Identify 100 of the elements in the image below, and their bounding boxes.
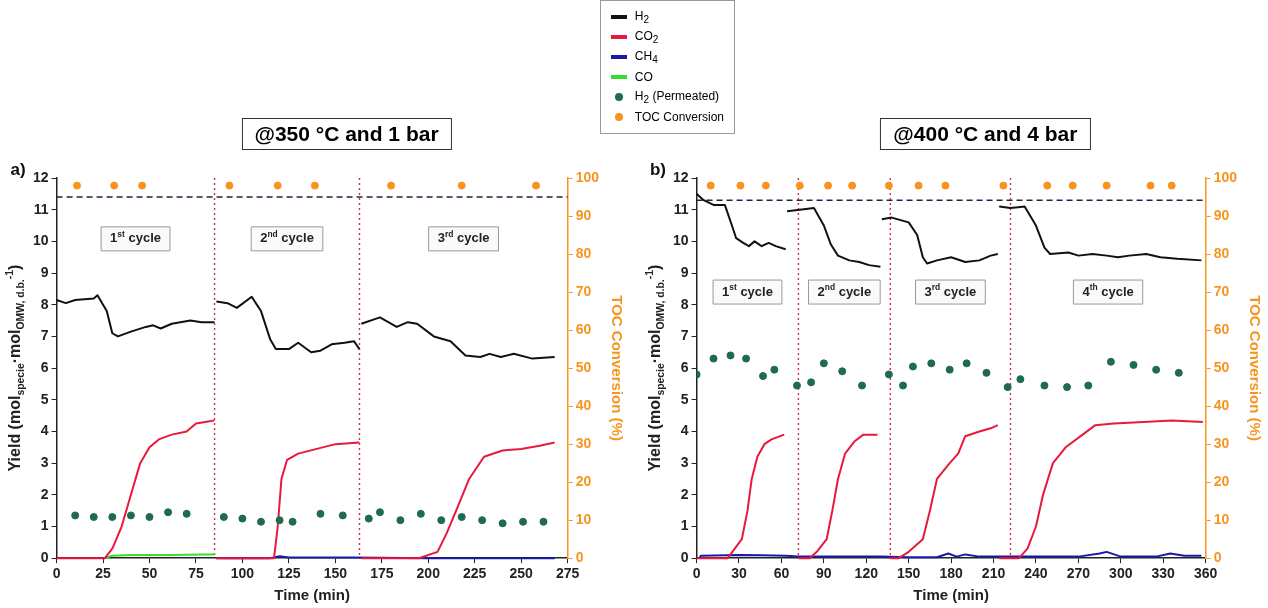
point: [164, 508, 173, 517]
point: [858, 381, 867, 390]
x-tick-label: 0: [52, 565, 61, 582]
y2-tick-label: 100: [575, 168, 600, 185]
point: [182, 509, 191, 518]
x-tick-label: 60: [773, 565, 790, 582]
y2-tick-label: 10: [575, 511, 592, 528]
point: [145, 513, 154, 522]
y2-tick-label: 50: [1213, 358, 1230, 375]
y2-tick-label: 80: [1213, 244, 1230, 261]
y-tick-label: 10: [672, 232, 689, 249]
y2-tick-label: 70: [575, 282, 592, 299]
point: [478, 516, 487, 525]
x-tick-label: 200: [416, 565, 441, 582]
chart-title: @400 °C and 4 bar: [880, 118, 1091, 150]
y-tick-label: 8: [680, 295, 689, 312]
y-tick-label: 0: [40, 549, 49, 566]
point: [519, 517, 528, 526]
y-tick-label: 2: [680, 485, 689, 502]
y-tick-label: 3: [40, 454, 49, 471]
x-tick-label: 100: [230, 565, 255, 582]
x-tick-label: 90: [816, 565, 832, 582]
point: [71, 511, 80, 520]
y2-axis-title: TOC Conversion (%): [1246, 295, 1264, 441]
point: [709, 354, 718, 363]
point: [819, 359, 828, 368]
point: [1152, 365, 1161, 374]
point: [927, 359, 936, 368]
y2-tick-label: 40: [575, 396, 592, 413]
x-tick-label: 150: [323, 565, 348, 582]
y-tick-label: 5: [40, 390, 49, 407]
y-tick-label: 6: [680, 358, 689, 375]
x-tick-label: 225: [463, 565, 487, 582]
x-tick-label: 360: [1193, 565, 1218, 582]
point: [375, 508, 384, 517]
y2-tick-label: 20: [575, 473, 592, 490]
y-tick-label: 9: [680, 263, 689, 280]
x-axis-title: Time (min): [274, 586, 350, 604]
point: [838, 367, 847, 376]
point: [316, 509, 325, 518]
point: [1174, 368, 1183, 377]
point: [396, 516, 405, 525]
point: [126, 511, 135, 520]
legend-label: TOC Conversion: [634, 110, 724, 124]
x-tick-label: 240: [1024, 565, 1048, 582]
y-tick-label: 8: [40, 295, 49, 312]
point: [498, 519, 507, 528]
point: [275, 516, 284, 525]
y2-tick-label: 0: [575, 549, 584, 566]
point: [742, 354, 751, 363]
point: [962, 359, 971, 368]
y-axis-title: Yield (molspecie·molOMW, d.b.-1): [644, 264, 667, 472]
x-tick-label: 330: [1151, 565, 1176, 582]
point: [908, 362, 917, 371]
point: [884, 370, 893, 379]
chart-title: @350 °C and 1 bar: [241, 118, 452, 150]
y-tick-label: 9: [40, 263, 49, 280]
x-tick-label: 275: [555, 565, 580, 582]
y2-tick-label: 80: [575, 244, 592, 261]
x-tick-label: 180: [939, 565, 963, 582]
y-tick-label: 11: [673, 200, 689, 217]
legend-label: CO: [634, 70, 653, 84]
point: [219, 513, 228, 522]
y-tick-label: 0: [680, 549, 689, 566]
x-tick-label: 0: [692, 565, 701, 582]
y-tick-label: 7: [680, 327, 689, 344]
legend-label: CH$_{4}$: [634, 48, 658, 66]
x-tick-label: 125: [277, 565, 301, 582]
point: [89, 513, 98, 522]
y2-tick-label: 90: [1213, 206, 1230, 223]
y-tick-label: 1: [40, 517, 49, 534]
x-tick-label: 30: [731, 565, 747, 582]
point: [770, 365, 779, 374]
y-tick-label: 1: [680, 517, 689, 534]
point: [238, 514, 247, 523]
y2-tick-label: 20: [1213, 473, 1230, 490]
y-tick-label: 7: [40, 327, 49, 344]
point: [437, 516, 446, 525]
point: [364, 514, 373, 523]
x-tick-label: 270: [1066, 565, 1091, 582]
x-tick-label: 300: [1109, 565, 1133, 582]
y2-tick-label: 90: [575, 206, 592, 223]
y-tick-label: 2: [40, 485, 49, 502]
point: [457, 513, 466, 522]
text: a): [10, 159, 26, 179]
point: [807, 378, 816, 387]
point: [539, 517, 548, 526]
x-axis-title: Time (min): [913, 586, 989, 604]
y2-tick-label: 50: [575, 358, 592, 375]
y-tick-label: 4: [40, 422, 49, 439]
y-tick-label: 5: [680, 390, 689, 407]
point: [257, 517, 265, 526]
y2-tick-label: 70: [1213, 282, 1230, 299]
y2-tick-label: 0: [1213, 549, 1222, 566]
y-axis-title: Yield (molspecie·molOMW, d.b.-1): [4, 264, 27, 472]
x-tick-label: 25: [95, 565, 112, 582]
legend-label: H$_{2}$ (Permeated): [634, 88, 720, 106]
point: [108, 513, 117, 522]
y-tick-label: 10: [32, 232, 49, 249]
point: [726, 351, 735, 360]
